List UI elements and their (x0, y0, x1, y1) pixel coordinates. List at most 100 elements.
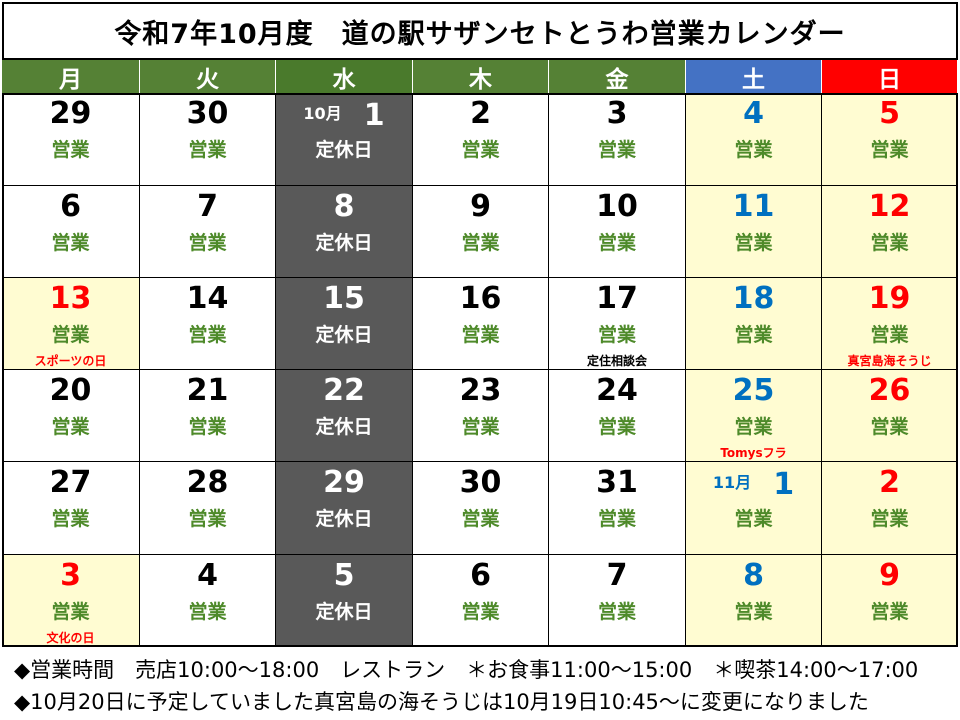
day-number: 8 (686, 559, 821, 593)
day-number: 5 (276, 559, 412, 593)
day-status: 営業 (51, 232, 90, 254)
day-value: 30 (186, 96, 229, 131)
day-status: 営業 (51, 416, 90, 438)
day-status: 営業 (461, 232, 500, 254)
day-number: 3 (549, 97, 685, 131)
weekday-header: 金 (549, 60, 686, 93)
day-status: 営業 (461, 508, 500, 530)
calendar-day-cell: 9 営業 (413, 186, 549, 278)
day-value: 29 (49, 96, 92, 131)
day-number: 24 (549, 374, 685, 408)
day-value: 18 (732, 281, 775, 316)
day-value: 22 (323, 373, 365, 408)
calendar-day-cell: 16 営業 (413, 278, 549, 370)
calendar-day-cell: 30 営業 (140, 93, 276, 186)
day-status: 営業 (597, 232, 636, 254)
day-value: 6 (470, 558, 491, 593)
calendar-day-cell: 18 営業 (686, 278, 822, 370)
day-value: 3 (60, 558, 81, 593)
day-number: 21 (140, 374, 275, 408)
day-status: 営業 (51, 508, 90, 530)
calendar-day-cell: 3 営業文化の日 (2, 555, 140, 647)
day-number: 10月 1 (276, 97, 412, 133)
calendar-day-cell: 3 営業 (549, 93, 686, 186)
day-value: 1 (773, 467, 795, 502)
day-value: 12 (868, 189, 911, 224)
calendar-day-cell: 6 営業 (2, 186, 140, 278)
calendar-day-cell: 2 営業 (822, 462, 958, 555)
day-status: 営業 (734, 601, 773, 623)
day-value: 5 (333, 558, 355, 593)
day-status: 営業 (870, 416, 909, 438)
calendar-day-cell: 15 定休日 (276, 278, 413, 370)
calendar-day-cell: 23 営業 (413, 370, 549, 462)
day-number: 16 (413, 282, 548, 316)
weekday-header: 日 (822, 60, 958, 93)
calendar-day-cell: 21 営業 (140, 370, 276, 462)
day-status: 営業 (734, 324, 773, 346)
calendar-day-cell: 29 営業 (2, 93, 140, 186)
calendar-day-cell: 27 営業 (2, 462, 140, 555)
calendar-day-cell: 7 営業 (549, 555, 686, 647)
calendar-day-cell: 8 定休日 (276, 186, 413, 278)
day-number: 28 (140, 466, 275, 500)
day-value: 20 (49, 373, 92, 408)
day-status: 定休日 (315, 508, 373, 530)
day-status: 営業 (597, 416, 636, 438)
day-number: 22 (276, 374, 412, 408)
day-status: 定休日 (315, 601, 373, 623)
day-number: 5 (822, 97, 957, 131)
calendar-day-cell: 17 営業 定住相談会 (549, 278, 686, 370)
day-value: 7 (606, 558, 628, 593)
day-value: 31 (596, 465, 638, 500)
day-number: 7 (549, 559, 685, 593)
day-number: 4 (140, 559, 275, 593)
day-status: 営業 (461, 601, 500, 623)
calendar-day-cell: 4 営業 (686, 93, 822, 186)
day-value: 13 (49, 281, 92, 316)
day-number: 2 (413, 97, 548, 131)
calendar-day-cell: 31 営業 (549, 462, 686, 555)
calendar-day-cell: 10 営業 (549, 186, 686, 278)
day-status: 定休日 (315, 232, 373, 254)
calendar-day-cell: 11月 1 営業 (686, 462, 822, 555)
day-number: 31 (549, 466, 685, 500)
day-event-note: 文化の日 (46, 631, 95, 645)
day-number: 8 (276, 190, 412, 224)
day-value: 7 (197, 189, 218, 224)
footer-notice: ◆10月20日に予定していました真宮島の海そうじは10月19日10:45～に変更… (14, 690, 869, 714)
day-status: 営業 (870, 324, 909, 346)
day-status: 営業 (461, 416, 500, 438)
day-value: 8 (743, 558, 764, 593)
day-status: 営業 (734, 416, 773, 438)
day-value: 25 (732, 373, 775, 408)
day-number: 25 (686, 374, 821, 408)
day-value: 24 (596, 373, 638, 408)
day-value: 27 (49, 465, 92, 500)
footer-business-hours: ◆営業時間 売店10:00～18:00 レストラン ＊お食事11:00～15:0… (14, 658, 919, 682)
calendar-day-cell: 8 営業 (686, 555, 822, 647)
day-number: 14 (140, 282, 275, 316)
day-value: 23 (459, 373, 502, 408)
day-value: 8 (333, 189, 355, 224)
day-number: 17 (549, 282, 685, 316)
day-number: 10 (549, 190, 685, 224)
day-status: 営業 (870, 601, 909, 623)
day-number: 29 (2, 97, 139, 131)
day-status: 営業 (188, 232, 227, 254)
day-number: 23 (413, 374, 548, 408)
day-number: 12 (822, 190, 957, 224)
day-number: 2 (822, 466, 957, 500)
day-status: 営業 (51, 601, 90, 623)
day-number: 11月 1 (686, 466, 821, 502)
day-number: 15 (276, 282, 412, 316)
calendar-day-cell: 24 営業 (549, 370, 686, 462)
calendar-title: 令和7年10月度 道の駅サザンセトとうわ営業カレンダー (2, 2, 958, 60)
calendar-day-cell: 5 定休日 (276, 555, 413, 647)
day-value: 9 (470, 189, 491, 224)
calendar-day-cell: 20 営業 (2, 370, 140, 462)
calendar-day-cell: 25 営業 Tomysフラ (686, 370, 822, 462)
weekday-header: 水 (276, 60, 413, 93)
day-status: 営業 (188, 139, 227, 161)
